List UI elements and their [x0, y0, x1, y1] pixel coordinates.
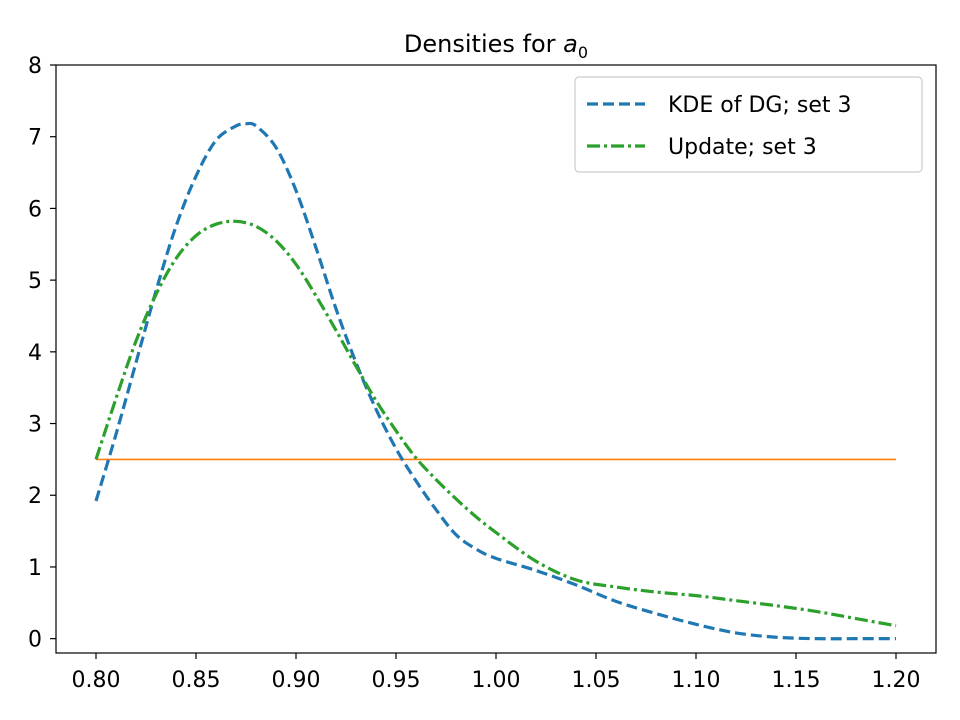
- x-axis-ticks: 0.80 0.85 0.90 0.95 1.00 1.05 1.10 1.15 1.20: [72, 653, 921, 693]
- y-tick-label: 5: [28, 269, 42, 294]
- kde-series-line: [94, 121, 896, 641]
- y-tick-label: 7: [28, 126, 42, 151]
- x-tick-label: 1.15: [772, 668, 821, 693]
- plot-area: 0.80 0.85 0.90 0.95 1.00 1.05 1.10 1.15 1.20 0 1 2…: [28, 54, 937, 693]
- y-tick-label: 4: [28, 341, 42, 366]
- legend-label-kde: KDE of DG; set 3: [668, 93, 851, 118]
- axes-frame: [55, 64, 937, 654]
- y-axis-ticks: 0 1 2 3 4 5 6 7 8: [28, 54, 56, 653]
- x-tick-label: 1.05: [572, 668, 621, 693]
- y-tick-label: 6: [28, 197, 42, 222]
- legend-label-update: Update; set 3: [668, 135, 817, 160]
- x-tick-label: 1.00: [472, 668, 521, 693]
- y-tick-label: 3: [28, 413, 42, 438]
- y-tick-label: 0: [28, 628, 42, 653]
- x-tick-label: 0.95: [372, 668, 421, 693]
- x-tick-label: 0.85: [172, 668, 221, 693]
- series-layer: [94, 121, 897, 641]
- chart-title: Densities for a0: [404, 30, 588, 62]
- legend-box: [574, 76, 923, 173]
- y-tick-label: 1: [28, 556, 42, 581]
- y-tick-label: 8: [28, 54, 42, 79]
- x-tick-label: 0.80: [72, 668, 121, 693]
- update-series-line: [94, 219, 897, 628]
- x-tick-label: 1.20: [872, 668, 921, 693]
- y-tick-label: 2: [28, 484, 42, 509]
- legend: KDE of DG; set 3 Update; set 3: [574, 76, 923, 173]
- x-tick-label: 1.10: [672, 668, 721, 693]
- x-tick-label: 0.90: [272, 668, 321, 693]
